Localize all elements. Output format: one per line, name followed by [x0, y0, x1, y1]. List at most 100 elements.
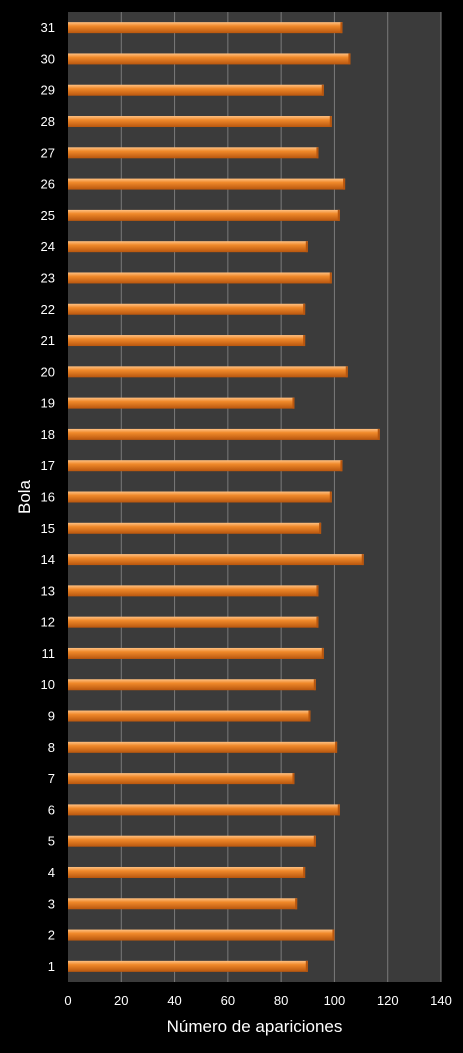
x-tick-label: 80	[274, 993, 288, 1008]
y-tick-label: 22	[41, 302, 55, 317]
bar-7	[68, 773, 295, 785]
bar-end-17	[340, 460, 343, 472]
bar-28	[68, 116, 332, 128]
bar-26	[68, 178, 346, 190]
bar-27	[68, 147, 319, 159]
y-tick-label: 16	[41, 490, 55, 505]
x-tick-label: 100	[324, 993, 346, 1008]
y-tick-label: 21	[41, 333, 55, 348]
bar-2	[68, 929, 335, 941]
bar-end-5	[313, 835, 316, 847]
bar-end-7	[292, 773, 295, 785]
bar-end-27	[316, 147, 319, 159]
y-tick-label: 11	[42, 646, 56, 661]
y-tick-label: 19	[41, 396, 55, 411]
y-tick-label: 27	[41, 145, 55, 160]
bar-24	[68, 241, 308, 253]
bar-21	[68, 335, 306, 347]
y-tick-label: 25	[41, 208, 55, 223]
bar-end-13	[316, 585, 319, 597]
bar-3	[68, 898, 298, 910]
bar-25	[68, 209, 340, 221]
y-tick-label: 23	[41, 270, 55, 285]
bar-17	[68, 460, 343, 472]
x-axis-title: Número de apariciones	[167, 1017, 343, 1036]
bars	[68, 22, 380, 972]
bar-15	[68, 522, 322, 534]
x-tick-label: 40	[167, 993, 181, 1008]
bar-29	[68, 84, 324, 96]
bar-end-18	[377, 428, 380, 440]
y-tick-labels: 1234567891011121314151617181920212223242…	[41, 20, 55, 974]
y-tick-label: 14	[41, 552, 55, 567]
bar-end-25	[337, 209, 340, 221]
bar-end-26	[343, 178, 346, 190]
y-tick-label: 26	[41, 177, 55, 192]
y-tick-label: 30	[41, 51, 55, 66]
y-tick-label: 3	[48, 896, 55, 911]
bar-end-29	[321, 84, 324, 96]
bar-18	[68, 428, 380, 440]
bar-end-11	[321, 647, 324, 659]
y-tick-label: 18	[41, 427, 55, 442]
x-tick-label: 0	[64, 993, 71, 1008]
bar-end-9	[308, 710, 311, 722]
bar-end-6	[337, 804, 340, 816]
bar-end-21	[303, 335, 306, 347]
bar-31	[68, 22, 343, 34]
bar-end-1	[305, 960, 308, 972]
bar-end-12	[316, 616, 319, 628]
y-tick-label: 8	[48, 740, 55, 755]
bar-end-15	[319, 522, 322, 534]
bar-12	[68, 616, 319, 628]
bar-1	[68, 960, 308, 972]
bar-23	[68, 272, 332, 284]
bar-4	[68, 866, 306, 878]
y-tick-label: 9	[48, 709, 55, 724]
bar-22	[68, 303, 306, 315]
bar-10	[68, 679, 316, 691]
y-tick-label: 20	[41, 364, 55, 379]
bar-end-24	[305, 241, 308, 253]
bar-5	[68, 835, 316, 847]
bar-19	[68, 397, 295, 409]
y-tick-label: 1	[48, 959, 55, 974]
y-tick-label: 6	[48, 802, 55, 817]
y-tick-label: 17	[41, 458, 55, 473]
bar-end-28	[329, 116, 332, 128]
x-tick-label: 20	[114, 993, 128, 1008]
bar-13	[68, 585, 319, 597]
x-tick-label: 120	[377, 993, 399, 1008]
bar-end-2	[332, 929, 335, 941]
y-tick-label: 28	[41, 114, 55, 129]
y-tick-label: 15	[41, 521, 55, 536]
bar-end-22	[303, 303, 306, 315]
y-tick-label: 31	[41, 20, 55, 35]
y-tick-label: 29	[41, 83, 55, 98]
bar-end-16	[329, 491, 332, 503]
x-tick-label: 60	[221, 993, 235, 1008]
bar-end-31	[340, 22, 343, 34]
bar-end-23	[329, 272, 332, 284]
y-tick-label: 5	[48, 834, 55, 849]
y-tick-label: 10	[41, 677, 55, 692]
y-tick-label: 7	[48, 771, 55, 786]
bar-8	[68, 741, 338, 753]
bar-end-3	[295, 898, 298, 910]
bar-14	[68, 554, 364, 566]
bar-end-10	[313, 679, 316, 691]
bar-end-19	[292, 397, 295, 409]
bar-6	[68, 804, 340, 816]
bar-end-4	[303, 866, 306, 878]
y-tick-label: 2	[48, 928, 55, 943]
bar-end-30	[348, 53, 351, 65]
y-tick-label: 12	[41, 615, 55, 630]
bar-11	[68, 647, 324, 659]
bar-30	[68, 53, 351, 65]
y-tick-label: 4	[48, 865, 55, 880]
x-tick-label: 140	[430, 993, 452, 1008]
bar-end-14	[361, 554, 364, 566]
bar-16	[68, 491, 332, 503]
